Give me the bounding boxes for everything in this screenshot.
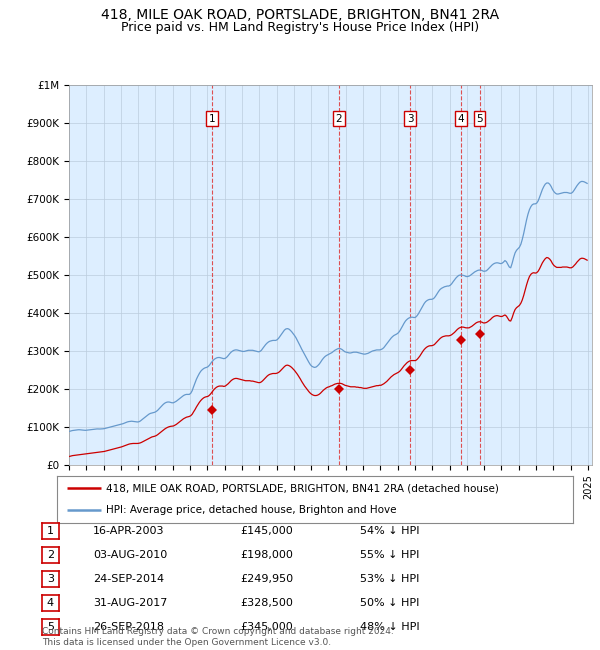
Text: 1: 1: [47, 526, 54, 536]
Text: £145,000: £145,000: [240, 526, 293, 536]
Text: 4: 4: [47, 598, 54, 608]
Text: 55% ↓ HPI: 55% ↓ HPI: [360, 550, 419, 560]
Text: £328,500: £328,500: [240, 598, 293, 608]
Text: Contains HM Land Registry data © Crown copyright and database right 2024.
This d: Contains HM Land Registry data © Crown c…: [42, 627, 394, 647]
Text: 53% ↓ HPI: 53% ↓ HPI: [360, 574, 419, 584]
Text: 5: 5: [476, 114, 483, 124]
Text: 26-SEP-2018: 26-SEP-2018: [93, 622, 164, 632]
Text: £249,950: £249,950: [240, 574, 293, 584]
Text: £345,000: £345,000: [240, 622, 293, 632]
Text: 3: 3: [407, 114, 413, 124]
Text: 16-APR-2003: 16-APR-2003: [93, 526, 164, 536]
Text: 24-SEP-2014: 24-SEP-2014: [93, 574, 164, 584]
Text: 54% ↓ HPI: 54% ↓ HPI: [360, 526, 419, 536]
Text: 4: 4: [458, 114, 464, 124]
Text: 1: 1: [209, 114, 215, 124]
Text: 2: 2: [47, 550, 54, 560]
Text: Price paid vs. HM Land Registry's House Price Index (HPI): Price paid vs. HM Land Registry's House …: [121, 21, 479, 34]
Text: 03-AUG-2010: 03-AUG-2010: [93, 550, 167, 560]
Text: 50% ↓ HPI: 50% ↓ HPI: [360, 598, 419, 608]
Text: 31-AUG-2017: 31-AUG-2017: [93, 598, 167, 608]
Text: 418, MILE OAK ROAD, PORTSLADE, BRIGHTON, BN41 2RA: 418, MILE OAK ROAD, PORTSLADE, BRIGHTON,…: [101, 8, 499, 22]
Text: £198,000: £198,000: [240, 550, 293, 560]
Text: 5: 5: [47, 622, 54, 632]
Text: 2: 2: [335, 114, 342, 124]
Text: 3: 3: [47, 574, 54, 584]
Text: HPI: Average price, detached house, Brighton and Hove: HPI: Average price, detached house, Brig…: [106, 505, 397, 515]
Text: 48% ↓ HPI: 48% ↓ HPI: [360, 622, 419, 632]
Text: 418, MILE OAK ROAD, PORTSLADE, BRIGHTON, BN41 2RA (detached house): 418, MILE OAK ROAD, PORTSLADE, BRIGHTON,…: [106, 484, 499, 493]
